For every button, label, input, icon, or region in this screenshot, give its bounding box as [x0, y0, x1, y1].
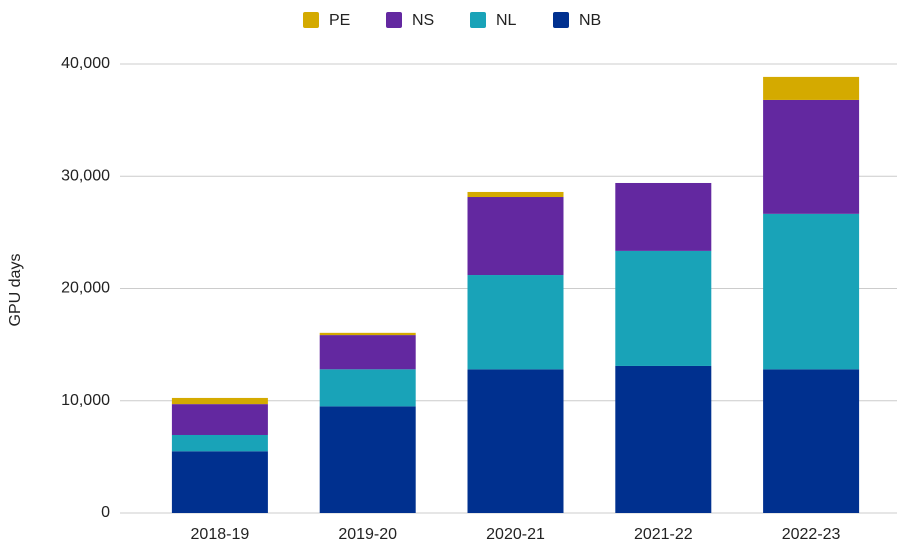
- y-axis-label: GPU days: [7, 254, 24, 327]
- bar-segment: [467, 275, 564, 370]
- legend-swatch: [303, 12, 319, 28]
- y-tick-label: 30,000: [61, 167, 110, 184]
- bar-segment: [171, 397, 268, 405]
- bar-segment: [171, 451, 268, 513]
- bar-segment: [763, 213, 860, 370]
- bar-segment: [763, 99, 860, 214]
- bar-segment: [319, 335, 416, 370]
- x-tick-label: 2019-20: [338, 526, 397, 543]
- legend-label: NL: [496, 12, 517, 29]
- legend-label: NS: [412, 12, 434, 29]
- bar-segment: [319, 369, 416, 407]
- y-tick-label: 0: [101, 504, 110, 521]
- bar-segment: [171, 434, 268, 452]
- x-tick-label: 2020-21: [486, 526, 545, 543]
- bar-segment: [615, 182, 712, 251]
- legend-label: PE: [329, 12, 350, 29]
- legend-swatch: [386, 12, 402, 28]
- legend-label: NB: [579, 12, 601, 29]
- y-tick-label: 10,000: [61, 392, 110, 409]
- legend-swatch: [470, 12, 486, 28]
- x-tick-label: 2021-22: [634, 526, 693, 543]
- legend-swatch: [553, 12, 569, 28]
- x-tick-label: 2022-23: [782, 526, 841, 543]
- x-tick-label: 2018-19: [191, 526, 250, 543]
- bar-segment: [171, 404, 268, 435]
- bar-segment: [467, 369, 564, 513]
- bar-segment: [467, 197, 564, 276]
- bar-segment: [615, 250, 712, 366]
- bar-segment: [763, 369, 860, 513]
- y-tick-label: 20,000: [61, 280, 110, 297]
- bar-segment: [319, 332, 416, 336]
- bar-segment: [615, 365, 712, 513]
- y-tick-label: 40,000: [61, 55, 110, 72]
- bar-segment: [763, 76, 860, 100]
- bar-segment: [319, 406, 416, 513]
- bar-segment: [467, 191, 564, 198]
